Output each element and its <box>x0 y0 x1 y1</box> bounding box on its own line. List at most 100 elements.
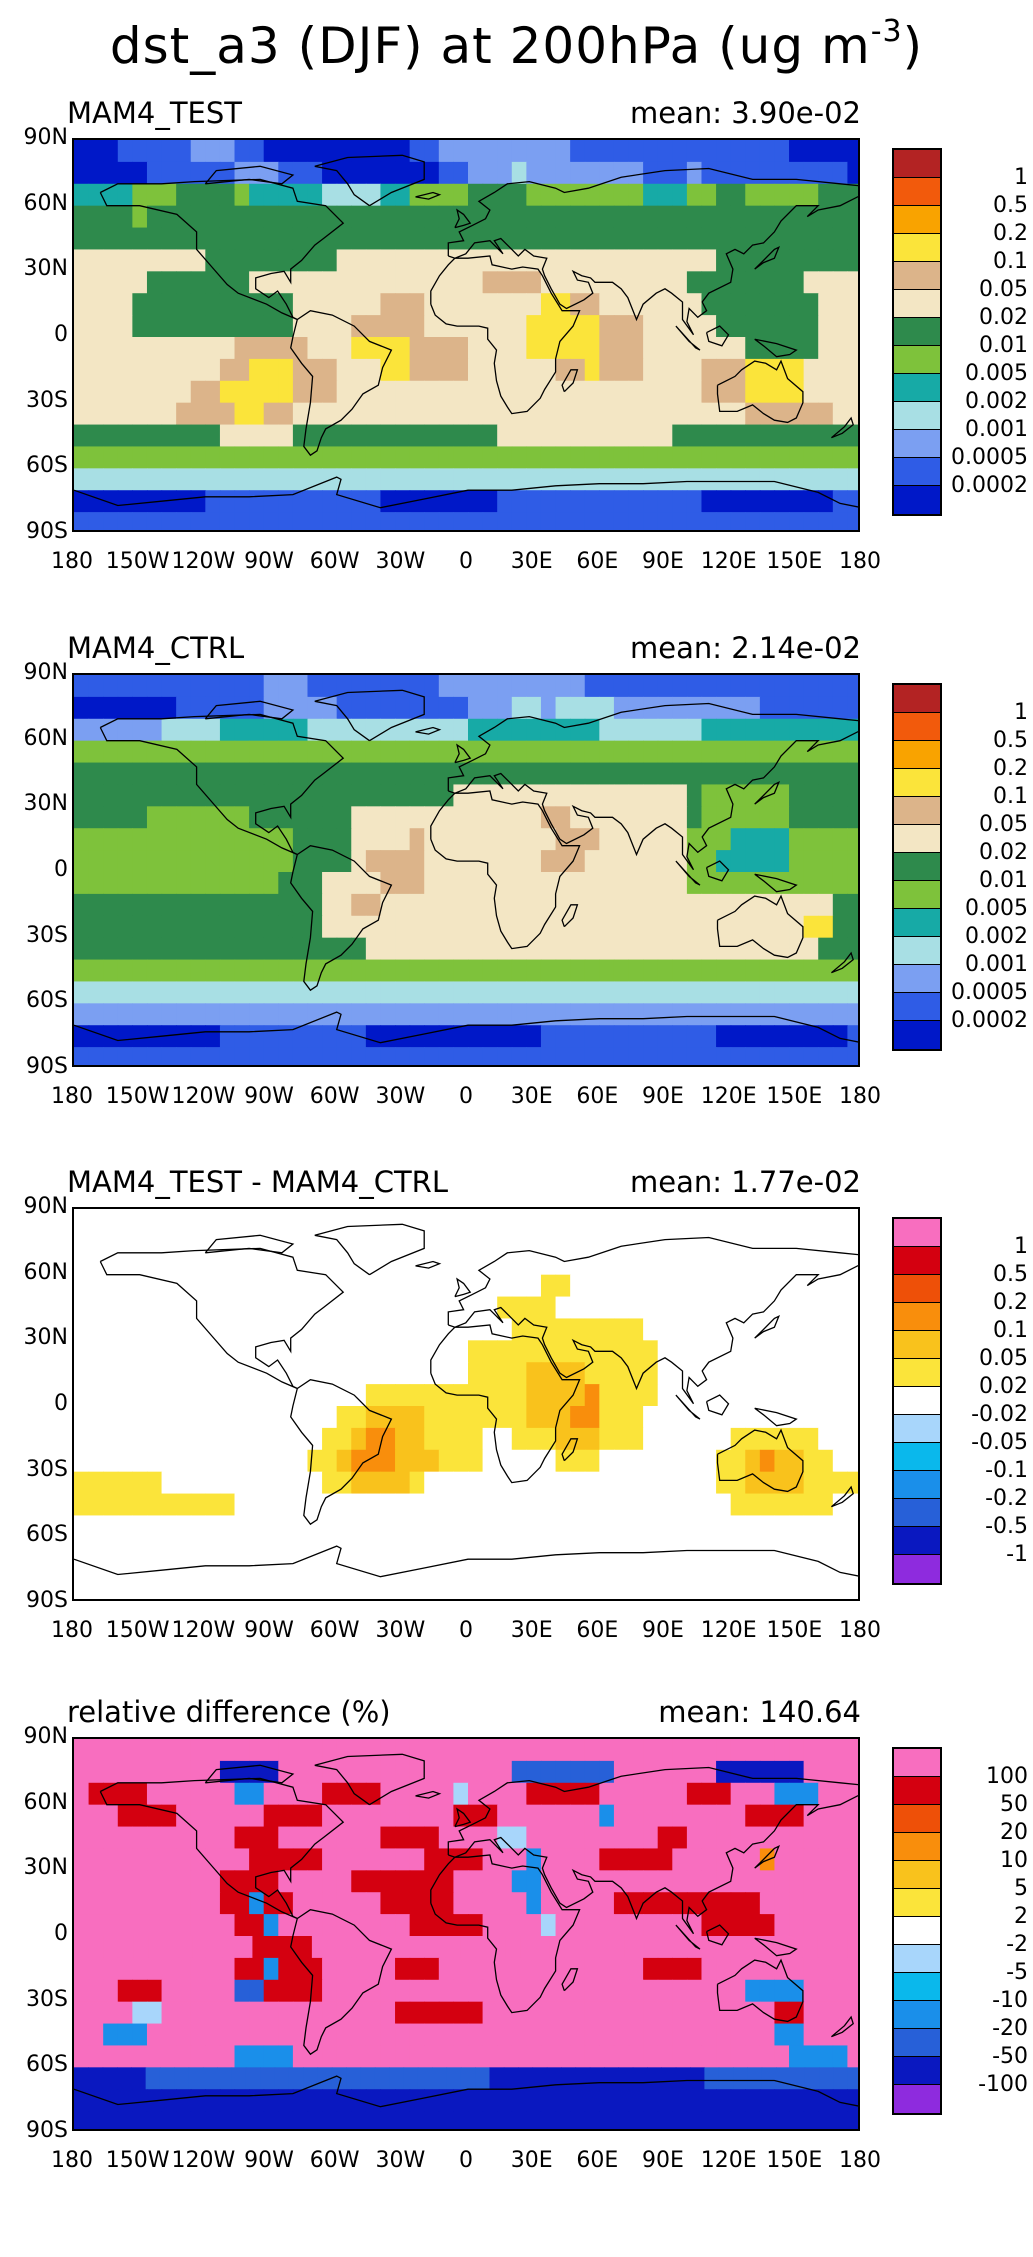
field-cell <box>351 806 367 829</box>
field-cell <box>613 1957 630 1981</box>
field-cell <box>497 1957 513 1981</box>
field-cell <box>365 358 382 382</box>
field-cell <box>613 872 630 895</box>
field-cell <box>730 850 746 873</box>
field-cell <box>774 424 790 448</box>
field-cell <box>745 850 761 873</box>
field-cell <box>351 1252 367 1276</box>
field-cell <box>176 380 192 404</box>
field-cell <box>653 1936 670 1959</box>
colorbar-box <box>894 234 940 262</box>
colorbar-label: 0.05 <box>979 1346 1028 1371</box>
field-cell <box>613 205 630 229</box>
field-cell <box>730 2045 746 2068</box>
field-cell <box>540 1537 557 1560</box>
field-cell <box>599 1384 615 1407</box>
field-cell <box>161 1471 177 1495</box>
field-cell <box>759 1782 776 1806</box>
field-cell <box>570 2023 586 2047</box>
field-cell <box>701 512 717 530</box>
field-cell <box>322 828 338 851</box>
field-cell <box>686 271 703 294</box>
field-cell <box>599 1230 615 1254</box>
field-cell <box>365 740 382 764</box>
field-cell <box>409 1274 425 1298</box>
field-cell <box>205 271 221 294</box>
field-cell <box>234 1384 250 1407</box>
field-cell <box>789 1252 805 1276</box>
field-cell <box>292 380 309 404</box>
field-cell <box>774 1318 790 1341</box>
x-tick-label: 0 <box>459 2148 473 2173</box>
field-cell <box>234 183 250 207</box>
field-cell <box>424 959 440 983</box>
coastline <box>754 245 781 270</box>
field-cell <box>336 2001 352 2025</box>
field-cell <box>146 1826 163 1850</box>
field-cell <box>759 2023 776 2047</box>
field-cell <box>219 249 236 272</box>
field-cell <box>278 1559 294 1582</box>
field-cell <box>219 1427 236 1451</box>
field-cell <box>657 1384 673 1407</box>
field-cell <box>234 140 250 163</box>
field-cell <box>482 828 498 851</box>
field-cell <box>424 1471 440 1495</box>
field-cell <box>307 2089 323 2112</box>
field-cell <box>716 937 732 961</box>
field-cell <box>103 2001 119 2025</box>
field-cell <box>497 806 513 829</box>
field-cell <box>599 1003 615 1026</box>
coastline <box>716 894 804 959</box>
field-cell <box>540 2045 557 2068</box>
field-cell <box>219 140 236 163</box>
field-cell <box>468 468 484 491</box>
field-cell <box>292 293 309 316</box>
field-cell <box>161 1782 177 1806</box>
field-cell <box>468 446 484 469</box>
field-cell <box>74 718 90 742</box>
field-cell <box>803 2023 819 2047</box>
field-cell <box>395 937 411 961</box>
field-cell <box>74 1826 90 1850</box>
field-cell <box>288 2067 304 2090</box>
field-cell <box>88 1936 105 1959</box>
field-cell <box>117 1252 133 1276</box>
field-cell <box>176 1870 192 1893</box>
field-cell <box>482 293 498 316</box>
field-cell <box>628 249 644 272</box>
field-cell <box>686 1782 703 1806</box>
field-cell <box>526 249 542 272</box>
field-cell <box>497 140 513 163</box>
field-cell <box>730 1559 746 1582</box>
field-cell <box>74 183 90 207</box>
field-cell <box>190 315 206 338</box>
field-cell <box>322 2111 338 2129</box>
field-cell <box>759 1537 776 1560</box>
field-cell <box>453 981 469 1004</box>
field-cell <box>249 915 265 939</box>
field-cell <box>409 1362 425 1385</box>
field-cell <box>132 1427 148 1451</box>
field-cell <box>234 205 250 229</box>
field-cell <box>453 1427 469 1451</box>
field-cell <box>205 1892 221 1915</box>
field-cell <box>686 762 703 786</box>
field-cell <box>672 271 688 294</box>
field-cell <box>701 1760 717 1784</box>
field-cell <box>701 675 717 698</box>
field-cell <box>176 696 192 720</box>
field-cell <box>803 1296 819 1320</box>
field-cell <box>818 1979 834 2003</box>
field-cell <box>395 893 411 917</box>
field-cell <box>657 337 673 360</box>
field-cell <box>540 2089 557 2112</box>
coastline <box>204 1234 295 1254</box>
field-cell <box>497 1003 513 1026</box>
field-cell <box>351 1003 367 1026</box>
field-cell <box>584 850 600 873</box>
field-cell <box>117 1581 133 1599</box>
field-cell <box>190 959 206 983</box>
field-cell <box>146 446 163 469</box>
field-cell <box>278 249 294 272</box>
